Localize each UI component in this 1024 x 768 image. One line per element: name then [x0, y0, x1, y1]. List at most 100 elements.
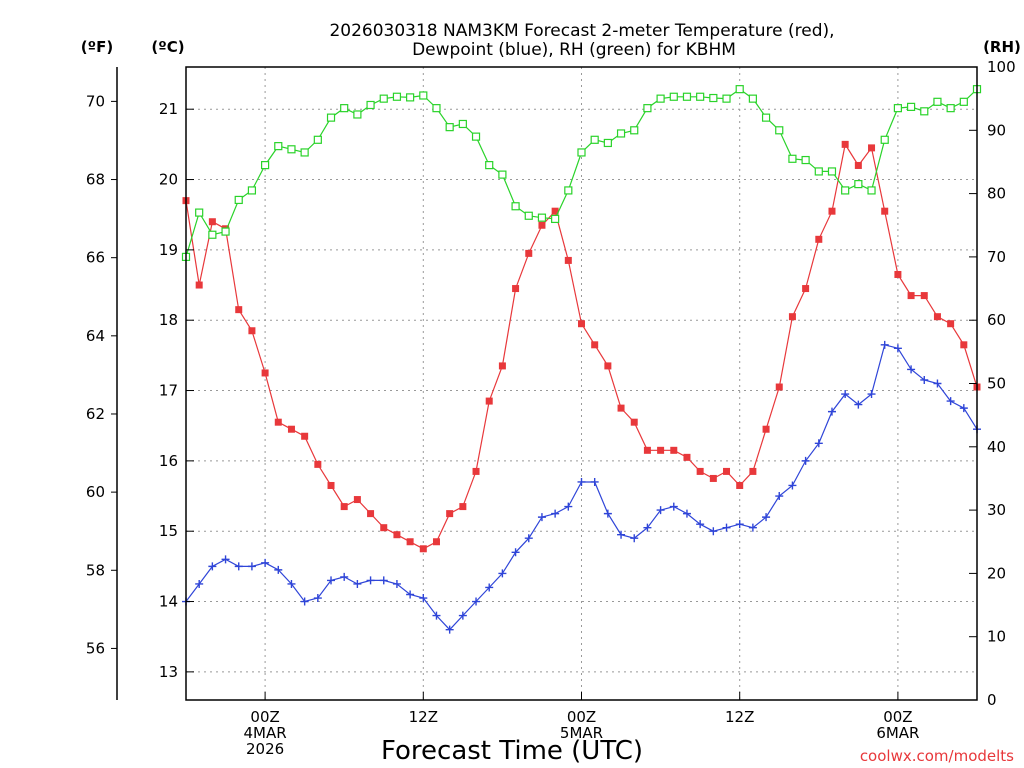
celsius-unit-label: (ºC) [151, 38, 184, 56]
dewpoint-point [907, 365, 916, 374]
rh-tick-label: 10 [987, 628, 1006, 646]
temperature-point [432, 538, 440, 546]
celsius-tick-label: 20 [159, 171, 178, 189]
dewpoint-point [537, 513, 546, 522]
fahrenheit-tick-label: 68 [86, 171, 105, 189]
temperature-series [182, 140, 981, 553]
celsius-tick-label: 14 [159, 593, 178, 611]
dewpoint-point [392, 579, 401, 588]
celsius-tick-label: 21 [159, 100, 178, 118]
temperature-point [723, 467, 731, 475]
dewpoint-point [511, 548, 520, 557]
rh-point [221, 227, 230, 236]
rh-point [300, 148, 309, 157]
rh-point [406, 93, 415, 102]
x-tick-label: 2026 [246, 740, 284, 758]
fahrenheit-tick-label: 58 [86, 561, 105, 579]
rh-point [669, 92, 678, 101]
temperature-point [525, 249, 533, 257]
rh-tick-label: 60 [987, 311, 1006, 329]
rh-tick-label: 50 [987, 375, 1006, 393]
dewpoint-point [353, 579, 362, 588]
rh-point [326, 113, 336, 122]
credit-link[interactable]: coolwx.com/modelts [860, 747, 1014, 765]
temperature-point [419, 545, 427, 553]
rh-point [313, 135, 322, 144]
dewpoint-point [709, 527, 718, 536]
x-tick-label: 12Z [409, 708, 438, 726]
dewpoint-point [669, 502, 678, 511]
rh-point [551, 214, 560, 224]
temperature-point [498, 362, 506, 370]
rh-point [379, 94, 388, 103]
rh-point [761, 113, 771, 122]
temperature-point [340, 503, 348, 511]
temperature-point [960, 341, 968, 349]
temperature-point [287, 425, 295, 433]
temperature-point [604, 362, 612, 370]
rh-series [181, 85, 982, 261]
chart-title-line-1: 2026030318 NAM3KM Forecast 2-meter Tempe… [329, 21, 834, 41]
celsius-tick-label: 17 [159, 382, 178, 400]
rh-point [274, 142, 283, 151]
x-tick-label: 4MAR [244, 724, 287, 742]
rh-point [445, 123, 454, 132]
dewpoint-point [379, 576, 388, 585]
rh-tick-label: 100 [987, 58, 1016, 76]
temperature-point [314, 460, 322, 468]
rh-tick-label: 0 [987, 691, 997, 709]
chart-title-line-2: Dewpoint (blue), RH (green) for KBHM [412, 40, 736, 60]
rh-point [788, 154, 797, 163]
dewpoint-point [893, 344, 902, 353]
fahrenheit-tick-label: 60 [86, 483, 105, 501]
temperature-point [459, 503, 467, 511]
plot-frame [185, 66, 978, 701]
temperature-point [301, 432, 309, 440]
temperature-point [353, 496, 361, 504]
dewpoint-point [340, 572, 349, 581]
rh-tick-label: 20 [987, 564, 1006, 582]
temperature-point [551, 207, 559, 215]
rh-point [709, 93, 718, 103]
temperature-point [591, 341, 599, 349]
rh-point [590, 135, 599, 144]
rh-point [287, 145, 296, 154]
temperature-point [393, 531, 401, 539]
temperature-point [617, 404, 625, 412]
rh-point [933, 97, 942, 106]
dewpoint-point [445, 625, 454, 634]
temperature-point [788, 313, 796, 321]
fahrenheit-tick-label: 66 [86, 249, 105, 267]
rh-point [854, 180, 863, 189]
rh-point [537, 213, 547, 222]
dewpoint-point [366, 576, 375, 585]
dewpoint-point [762, 513, 771, 522]
temperature-point [274, 418, 282, 426]
x-tick-label: 00Z [883, 708, 912, 726]
dewpoint-point [590, 477, 599, 486]
dewpoint-point [261, 558, 270, 567]
dewpoint-point [630, 534, 639, 543]
rh-point [511, 202, 520, 211]
dewpoint-point [551, 509, 560, 518]
rh-tick-label: 80 [987, 185, 1006, 203]
rh-point [432, 104, 441, 113]
dewpoint-point [485, 583, 494, 592]
rh-point [261, 161, 270, 170]
rh-point [247, 186, 257, 195]
temperature-point [512, 285, 520, 293]
temperature-point [775, 383, 783, 391]
dewpoint-point [735, 520, 744, 529]
dewpoint-point [247, 562, 256, 571]
rh-point [880, 135, 889, 144]
temperature-point [657, 446, 665, 454]
dewpoint-point [814, 439, 823, 448]
rh-point [959, 97, 968, 106]
rh-point [814, 167, 823, 176]
celsius-tick-label: 18 [159, 311, 178, 329]
rh-point [827, 167, 837, 176]
dewpoint-point [234, 562, 243, 571]
rh-point [893, 104, 903, 113]
x-tick-label: 5MAR [560, 724, 603, 742]
fahrenheit-tick-label: 64 [86, 327, 105, 345]
